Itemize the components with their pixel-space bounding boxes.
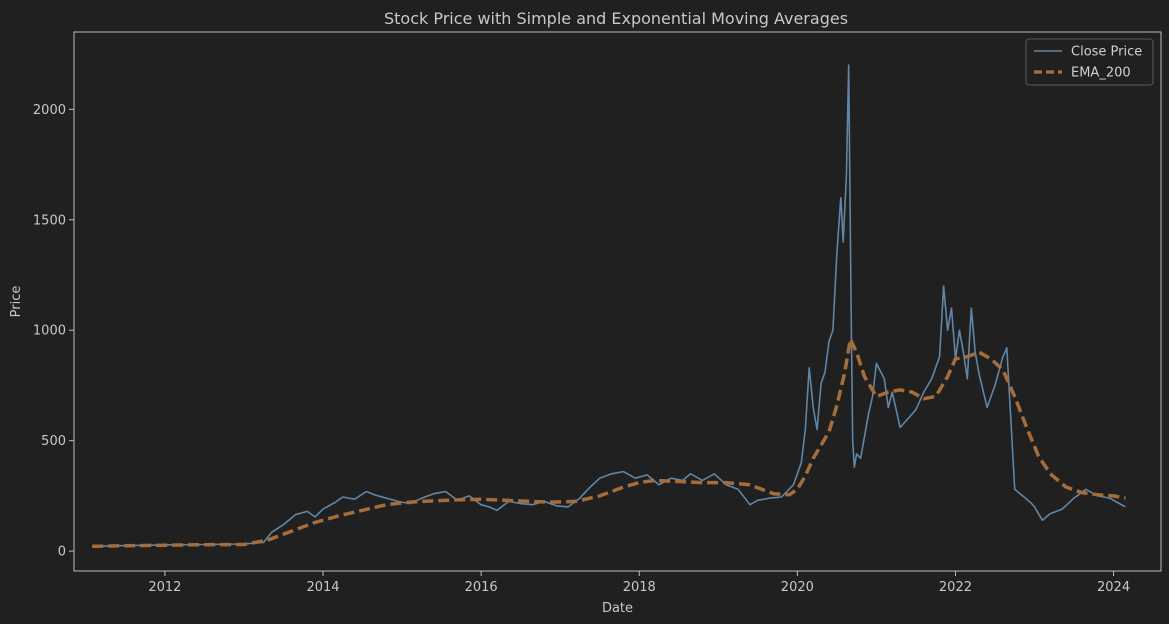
x-tick-label: 2020 — [781, 580, 814, 595]
x-tick-label: 2016 — [465, 580, 498, 595]
legend-label: EMA_200 — [1071, 66, 1131, 81]
legend: Close Price EMA_200 — [1025, 38, 1154, 86]
y-tick-label: 1500 — [33, 213, 66, 228]
x-tick-label: 2018 — [623, 580, 656, 595]
legend-label: Close Price — [1071, 45, 1142, 60]
x-tick-label: 2022 — [939, 580, 972, 595]
y-tick-label: 2000 — [33, 103, 66, 118]
y-tick-label: 1000 — [33, 324, 66, 339]
y-tick-label: 500 — [41, 434, 66, 449]
x-axis: 2012 2014 2016 2018 2020 2022 2024 — [148, 571, 1130, 595]
x-tick-label: 2014 — [306, 580, 339, 595]
y-tick-label: 0 — [58, 545, 66, 560]
chart-title: Stock Price with Simple and Exponential … — [384, 9, 848, 28]
series-line-close-price — [92, 64, 1126, 548]
series-layer — [92, 64, 1126, 549]
plot-area — [73, 31, 1162, 572]
x-tick-label: 2012 — [148, 580, 181, 595]
y-axis: 0 500 1000 1500 2000 — [33, 103, 74, 560]
y-axis-title: Price — [9, 286, 24, 318]
x-tick-label: 2024 — [1097, 580, 1130, 595]
series-line-ema-200 — [92, 337, 1126, 549]
x-axis-title: Date — [602, 601, 633, 616]
